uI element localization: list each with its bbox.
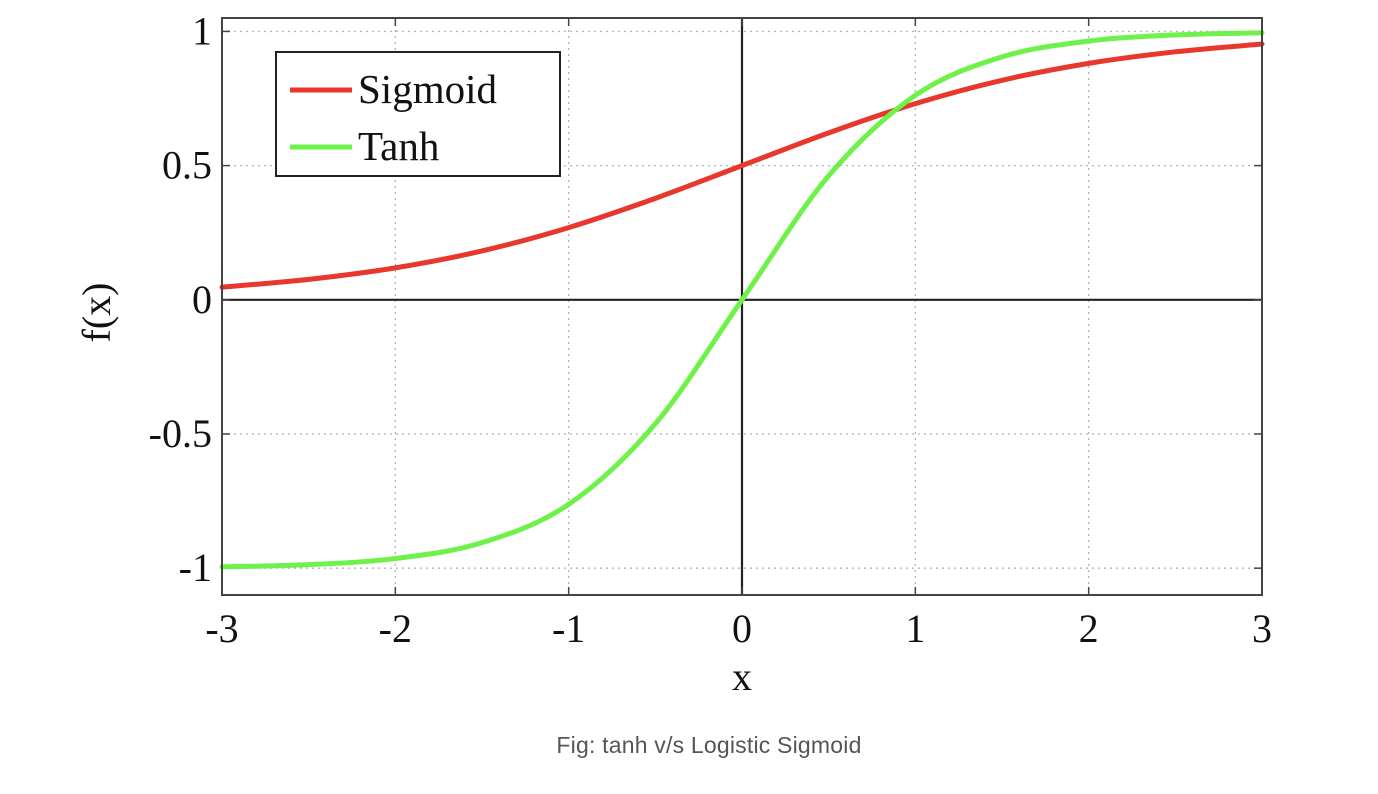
x-tick-label: -3 [205, 606, 238, 651]
x-tick-label: 3 [1252, 606, 1272, 651]
chart-container: -3 -2 -1 0 1 2 3 -1 -0.5 0 0.5 1 x f(x) Sigmoid Tanh [74, 8, 1272, 699]
y-tick-label: 0.5 [162, 143, 212, 188]
figure-caption: Fig: tanh v/s Logistic Sigmoid [556, 732, 862, 758]
y-axis-label: f(x) [74, 283, 119, 343]
legend-box [275, 51, 561, 177]
x-tick-label: 1 [905, 606, 925, 651]
series-line-sigmoid [219, 41, 1265, 290]
y-tick-label: -0.5 [149, 411, 212, 456]
y-tick-label: 1 [192, 8, 212, 53]
line-chart: -3 -2 -1 0 1 2 3 -1 -0.5 0 0.5 1 x f(x) Sigmoid Tanh [74, 8, 1272, 699]
series-lines [219, 30, 1265, 570]
legend-label-sigmoid: Sigmoid [358, 66, 497, 112]
plot-frame [221, 17, 1263, 596]
series-line-tanh [219, 30, 1265, 570]
y-tick-label: 0 [192, 277, 212, 322]
x-tick-label: -1 [552, 606, 585, 651]
x-axis-label: x [732, 654, 752, 699]
tick-labels: -3 -2 -1 0 1 2 3 -1 -0.5 0 0.5 1 [149, 8, 1272, 651]
x-tick-label: 2 [1079, 606, 1099, 651]
y-tick-label: -1 [179, 545, 212, 590]
legend-label-tanh: Tanh [358, 123, 439, 169]
x-tick-label: 0 [732, 606, 752, 651]
x-tick-label: -2 [379, 606, 412, 651]
legend: Sigmoid Tanh [275, 51, 561, 177]
